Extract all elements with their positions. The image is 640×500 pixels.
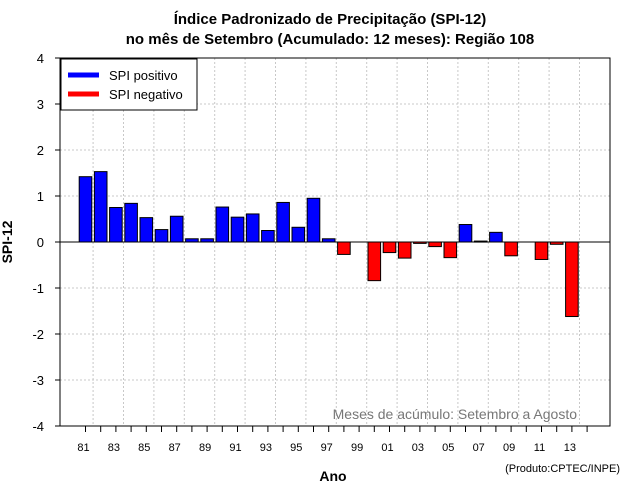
bar-87 xyxy=(169,215,184,243)
x-tick-label: 89 xyxy=(199,442,211,454)
bar-98 xyxy=(337,241,351,255)
bar-13 xyxy=(565,241,579,318)
bar-95 xyxy=(291,226,306,243)
bar-81 xyxy=(78,176,93,243)
chart-title-line-2: no mês de Setembro (Acumulado: 12 meses)… xyxy=(126,31,534,48)
y-tick-label: 2 xyxy=(37,143,44,158)
bar-08 xyxy=(489,231,503,243)
x-tick-label: 07 xyxy=(473,442,485,454)
bar-11 xyxy=(534,241,549,260)
y-tick-label: -3 xyxy=(32,373,44,388)
x-tick-label: 97 xyxy=(321,442,333,454)
legend-label-negative: SPI negativo xyxy=(109,87,183,102)
bar-84 xyxy=(124,202,138,243)
bar-86 xyxy=(154,229,169,243)
y-tick-label: -4 xyxy=(32,419,44,434)
bar-93 xyxy=(261,230,275,243)
bar-00 xyxy=(367,241,382,282)
y-axis-title: SPI-12 xyxy=(0,220,15,263)
x-tick-label: 01 xyxy=(381,442,393,454)
x-tick-label: 81 xyxy=(77,442,89,454)
x-tick-label: 93 xyxy=(260,442,272,454)
bar-90 xyxy=(215,206,230,243)
bar-04 xyxy=(428,241,442,248)
x-tick-label: 13 xyxy=(564,442,576,454)
x-tick-label: 03 xyxy=(412,442,424,454)
bar-92 xyxy=(245,213,260,243)
legend-box xyxy=(60,58,198,111)
y-tick-label: -1 xyxy=(32,281,44,296)
x-tick-label: 83 xyxy=(108,442,120,454)
bar-96 xyxy=(306,197,321,243)
bar-85 xyxy=(139,217,154,243)
bar-83 xyxy=(109,207,123,243)
bar-91 xyxy=(230,216,245,243)
legend-label-positive: SPI positivo xyxy=(109,68,178,83)
y-tick-label: 4 xyxy=(37,51,44,66)
bar-05 xyxy=(443,241,458,259)
y-tick-label: 0 xyxy=(37,235,44,250)
legend: SPI positivo SPI negativo xyxy=(60,58,198,111)
product-credit: (Produto:CPTEC/INPE) xyxy=(505,463,620,475)
bars xyxy=(78,171,579,318)
chart-title-line-1: Índice Padronizado de Precipitação (SPI-… xyxy=(174,11,487,28)
x-axis-title: Ano xyxy=(319,468,346,484)
x-tick-label: 95 xyxy=(290,442,302,454)
y-tick-label: 1 xyxy=(37,189,44,204)
x-tick-label: 85 xyxy=(138,442,150,454)
bar-02 xyxy=(397,241,412,259)
x-tick-label: 99 xyxy=(351,442,363,454)
x-tick-label: 05 xyxy=(442,442,454,454)
y-axis: 4 3 2 1 0 -1 -2 -3 -4 xyxy=(32,51,60,434)
x-tick-label: 09 xyxy=(503,442,515,454)
bar-01 xyxy=(382,241,397,254)
bar-94 xyxy=(276,201,290,243)
y-tick-label: -2 xyxy=(32,327,44,342)
x-tick-label: 91 xyxy=(229,442,241,454)
bar-09 xyxy=(504,241,518,257)
accumulation-note: Meses de acúmulo: Setembro a Agosto xyxy=(333,406,578,422)
bar-06 xyxy=(458,224,473,243)
x-tick-label: 11 xyxy=(534,442,545,454)
y-tick-label: 3 xyxy=(37,97,44,112)
bar-82 xyxy=(93,171,108,243)
x-axis: 81 83 85 87 89 91 93 95 97 99 01 03 05 07 09 11 13 xyxy=(77,426,588,454)
x-tick-label: 87 xyxy=(169,442,181,454)
